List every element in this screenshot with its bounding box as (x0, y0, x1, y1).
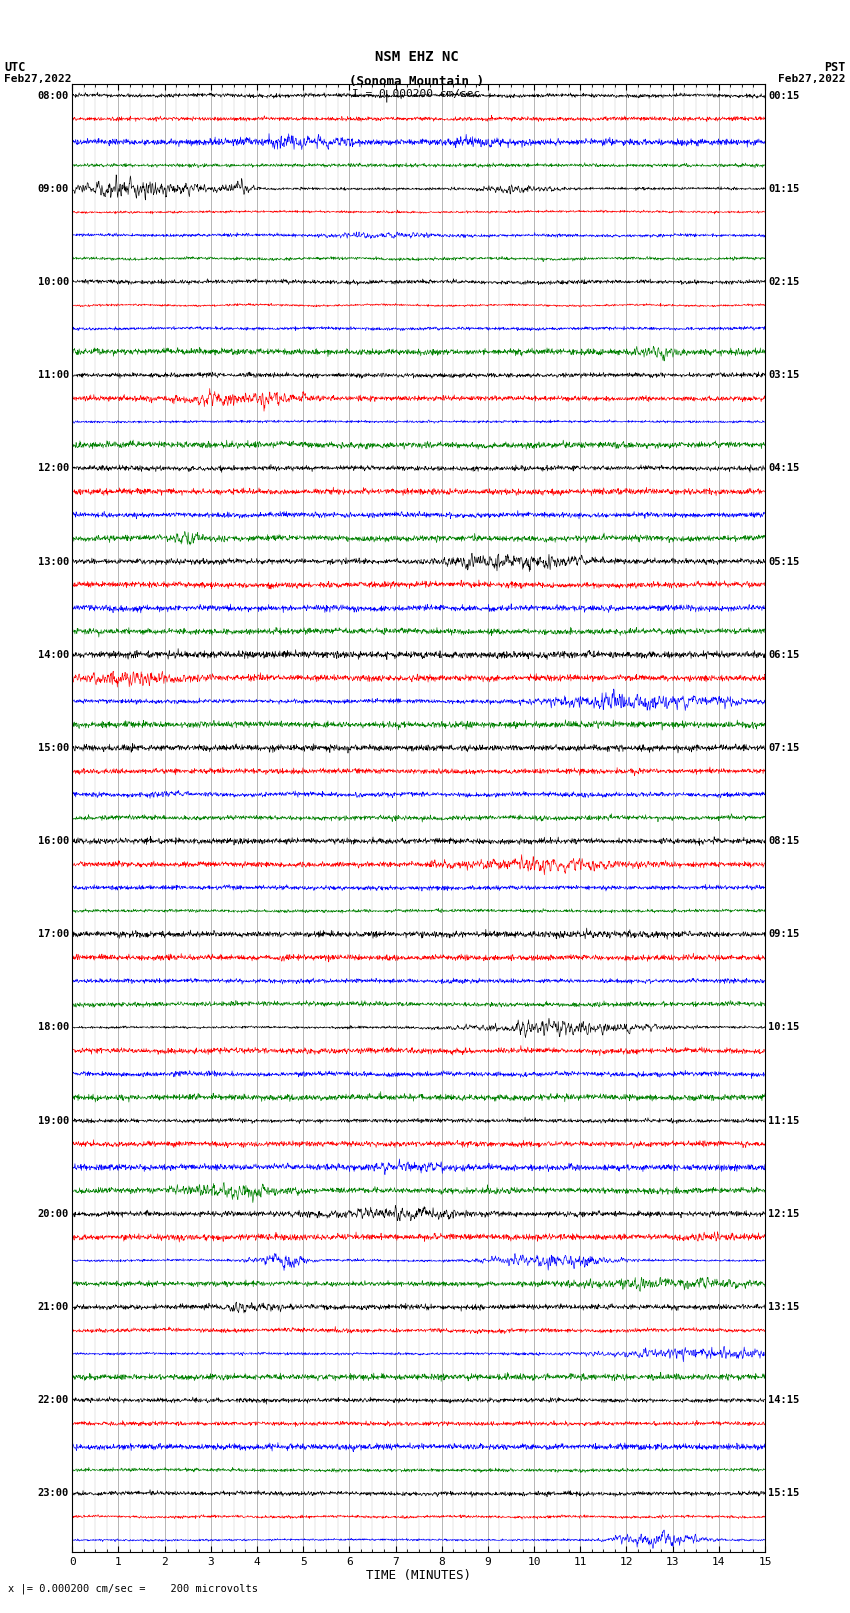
Text: 14:00: 14:00 (37, 650, 69, 660)
Text: 15:15: 15:15 (768, 1489, 800, 1498)
Text: 09:15: 09:15 (768, 929, 800, 939)
Text: Feb27,2022: Feb27,2022 (4, 74, 71, 84)
Text: 23:00: 23:00 (37, 1489, 69, 1498)
Text: NSM EHZ NC: NSM EHZ NC (375, 50, 458, 65)
Text: x |= 0.000200 cm/sec =    200 microvolts: x |= 0.000200 cm/sec = 200 microvolts (8, 1582, 258, 1594)
Text: 19:00: 19:00 (37, 1116, 69, 1126)
Text: 11:15: 11:15 (768, 1116, 800, 1126)
Text: |: | (383, 90, 390, 103)
Text: 06:15: 06:15 (768, 650, 800, 660)
Text: 16:00: 16:00 (37, 836, 69, 847)
Text: 08:00: 08:00 (37, 90, 69, 100)
Text: (Sonoma Mountain ): (Sonoma Mountain ) (349, 76, 484, 89)
Text: 07:15: 07:15 (768, 744, 800, 753)
Text: 14:15: 14:15 (768, 1395, 800, 1405)
Text: 13:15: 13:15 (768, 1302, 800, 1311)
Text: I = 0.000200 cm/sec: I = 0.000200 cm/sec (353, 89, 480, 98)
X-axis label: TIME (MINUTES): TIME (MINUTES) (366, 1569, 471, 1582)
Text: 18:00: 18:00 (37, 1023, 69, 1032)
Text: 05:15: 05:15 (768, 556, 800, 566)
Text: 22:00: 22:00 (37, 1395, 69, 1405)
Text: 01:15: 01:15 (768, 184, 800, 194)
Text: 12:00: 12:00 (37, 463, 69, 473)
Text: 11:00: 11:00 (37, 369, 69, 381)
Text: 17:00: 17:00 (37, 929, 69, 939)
Text: 21:00: 21:00 (37, 1302, 69, 1311)
Text: 10:15: 10:15 (768, 1023, 800, 1032)
Text: 15:00: 15:00 (37, 744, 69, 753)
Text: 13:00: 13:00 (37, 556, 69, 566)
Text: UTC: UTC (4, 61, 26, 74)
Text: Feb27,2022: Feb27,2022 (779, 74, 846, 84)
Text: 00:15: 00:15 (768, 90, 800, 100)
Text: 08:15: 08:15 (768, 836, 800, 847)
Text: PST: PST (824, 61, 846, 74)
Text: 02:15: 02:15 (768, 277, 800, 287)
Text: 20:00: 20:00 (37, 1208, 69, 1219)
Text: 10:00: 10:00 (37, 277, 69, 287)
Text: 04:15: 04:15 (768, 463, 800, 473)
Text: 09:00: 09:00 (37, 184, 69, 194)
Text: 12:15: 12:15 (768, 1208, 800, 1219)
Text: 03:15: 03:15 (768, 369, 800, 381)
